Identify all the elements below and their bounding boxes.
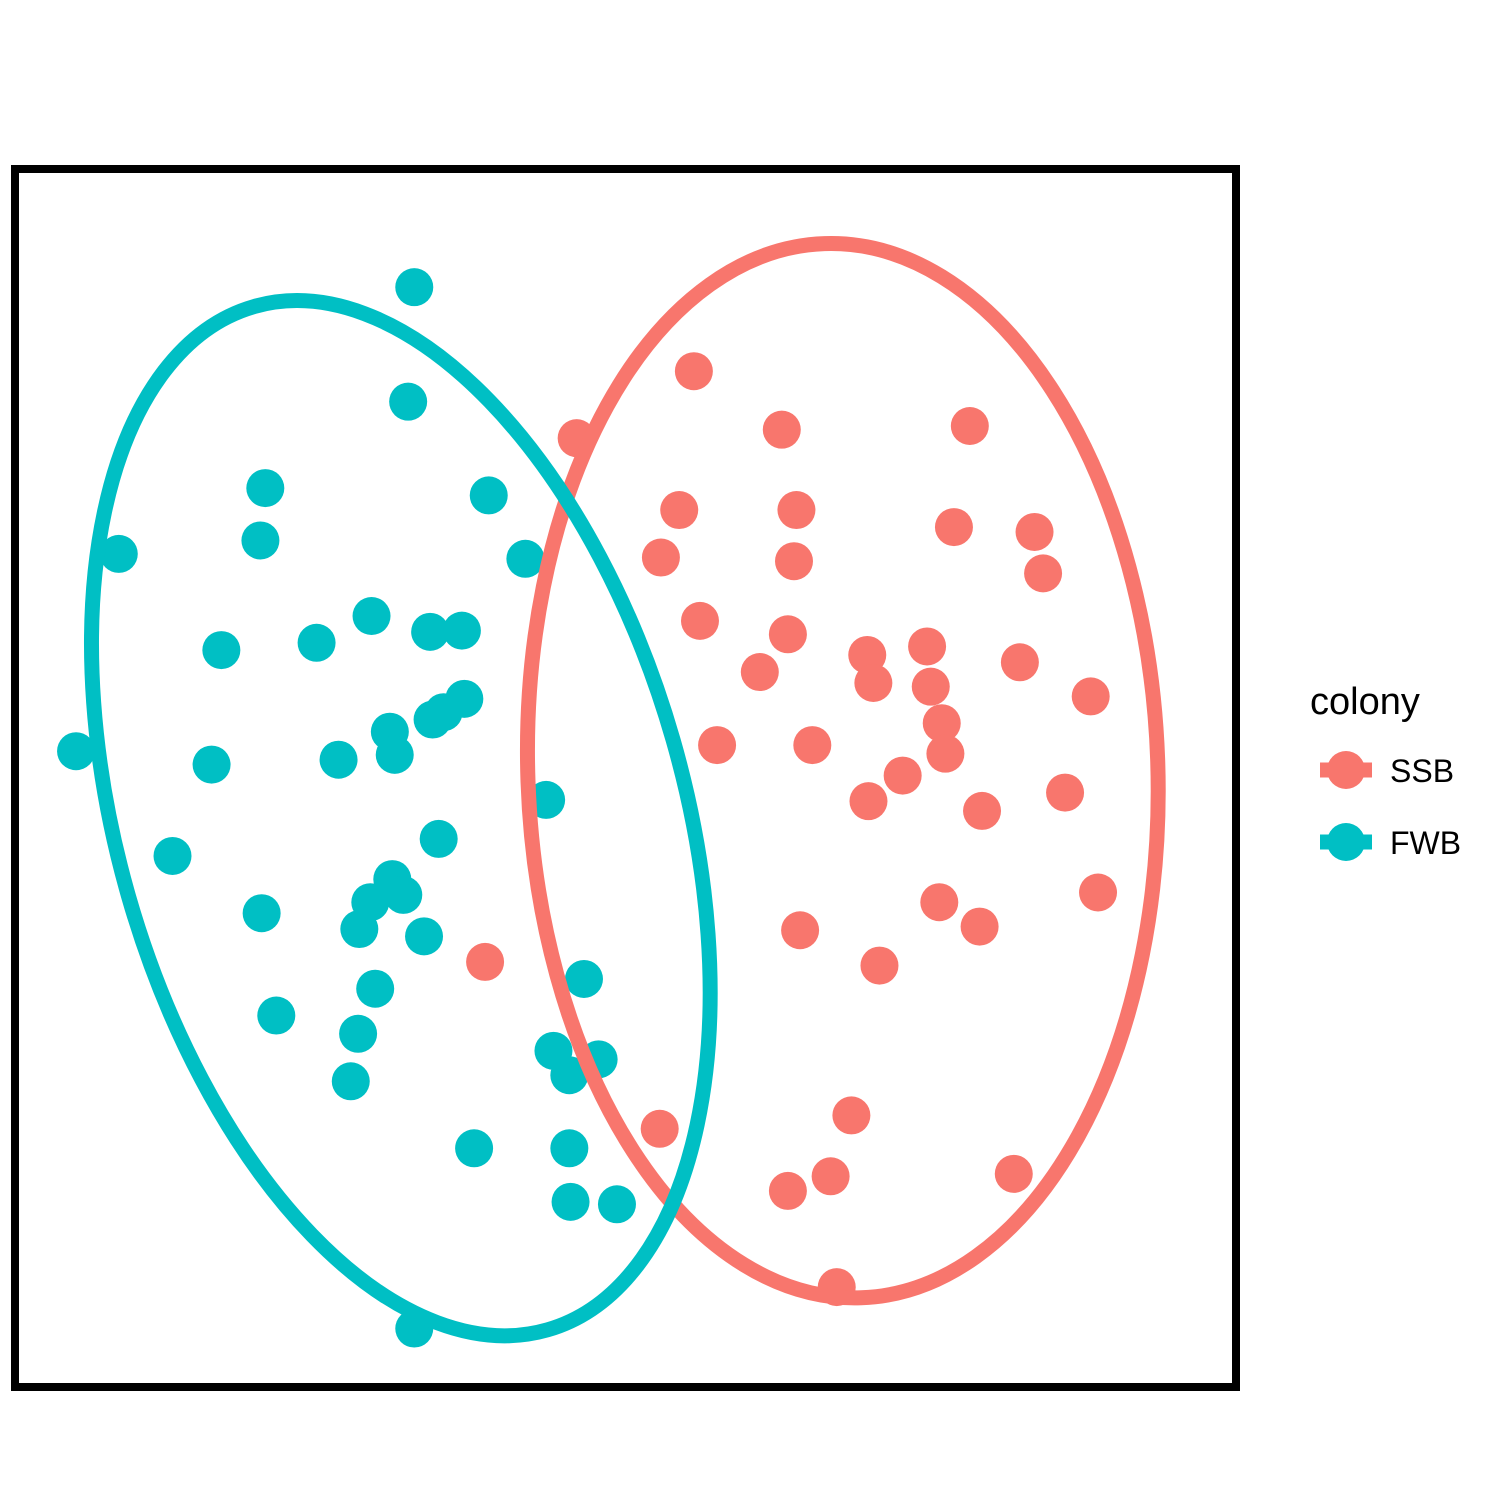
plot-panel-border xyxy=(11,165,1240,1391)
fwb-point-29 xyxy=(405,917,444,956)
ssb-point-20 xyxy=(1071,677,1110,716)
fwb-point-38 xyxy=(455,1129,494,1168)
ssb-point-11 xyxy=(1024,554,1063,593)
ssb-point-24 xyxy=(926,734,965,773)
fwb-point-36 xyxy=(550,1056,589,1095)
ssb-point-5 xyxy=(660,491,699,530)
fwb-confidence-ellipse xyxy=(84,293,718,1344)
fwb-point-2 xyxy=(389,382,428,421)
ssb-point-39 xyxy=(994,1154,1033,1193)
fwb-point-12 xyxy=(297,623,336,662)
fwb-point-10 xyxy=(442,611,481,650)
ssb-point-22 xyxy=(793,726,832,765)
ssb-point-30 xyxy=(1079,873,1118,912)
fwb-point-11 xyxy=(202,631,241,670)
legend-label-ssb: SSB xyxy=(1390,753,1454,789)
ssb-point-12 xyxy=(680,601,719,640)
fwb-point-1 xyxy=(395,268,434,307)
ssb-point-32 xyxy=(960,907,999,946)
ssb-point-36 xyxy=(640,1109,679,1148)
fwb-point-39 xyxy=(550,1129,589,1168)
ssb-point-31 xyxy=(781,911,820,950)
fwb-point-5 xyxy=(241,521,280,560)
ellipse-layer xyxy=(84,236,1166,1344)
ssb-confidence-ellipse xyxy=(519,236,1166,1306)
legend-key-point-fwb xyxy=(1327,823,1365,861)
ssb-point-2 xyxy=(674,352,713,391)
ssb-point-37 xyxy=(811,1157,850,1196)
fwb-point-19 xyxy=(192,745,231,784)
fwb-point-15 xyxy=(413,700,452,739)
fwb-point-22 xyxy=(419,819,458,858)
ssb-point-21 xyxy=(698,726,737,765)
fwb-point-41 xyxy=(597,1185,636,1224)
ssb-point-13 xyxy=(768,615,807,654)
fwb-point-40 xyxy=(551,1182,590,1221)
ssb-point-6 xyxy=(777,491,816,530)
fwb-point-28 xyxy=(340,910,379,949)
fwb-point-25 xyxy=(384,875,423,914)
ssb-point-23 xyxy=(922,704,961,743)
ssb-point-10 xyxy=(1015,512,1054,551)
fwb-point-27 xyxy=(242,894,281,933)
fwb-point-31 xyxy=(356,969,395,1008)
fwb-point-20 xyxy=(319,740,358,779)
ssb-point-27 xyxy=(963,791,1002,830)
ssb-point-8 xyxy=(774,542,813,581)
legend: colony SSB FWB xyxy=(1310,681,1461,861)
fwb-point-37 xyxy=(331,1062,370,1101)
fwb-point-8 xyxy=(352,597,391,636)
ssb-point-7 xyxy=(641,538,680,577)
fwb-point-23 xyxy=(153,836,192,875)
ssb-point-19 xyxy=(1000,643,1039,682)
ssb-point-33 xyxy=(860,946,899,985)
ssb-point-9 xyxy=(934,508,973,547)
ssb-point-14 xyxy=(740,653,779,692)
fwb-point-18 xyxy=(57,732,96,771)
fwb-point-3 xyxy=(246,469,285,508)
ssb-point-26 xyxy=(849,782,888,821)
fwb-point-32 xyxy=(257,996,296,1035)
fwb-point-4 xyxy=(469,476,508,515)
fwb-point-7 xyxy=(99,534,138,573)
fwb-point-9 xyxy=(411,612,450,651)
legend-label-fwb: FWB xyxy=(1390,825,1461,861)
fwb-point-30 xyxy=(564,959,603,998)
fwb-point-33 xyxy=(339,1014,378,1053)
legend-key-point-ssb xyxy=(1327,751,1365,789)
fwb-point-17 xyxy=(375,735,414,774)
ssb-point-29 xyxy=(920,883,959,922)
legend-keys xyxy=(1320,751,1372,861)
ssb-point-25 xyxy=(883,756,922,795)
ssb-point-16 xyxy=(908,627,947,666)
ssb-point-38 xyxy=(768,1171,807,1210)
fwb-point-6 xyxy=(506,539,545,578)
ssb-point-35 xyxy=(832,1096,871,1135)
ssb-point-34 xyxy=(466,942,505,981)
ssb-point-4 xyxy=(950,406,989,445)
ssb-point-17 xyxy=(854,663,893,702)
ssb-point-18 xyxy=(911,667,950,706)
points-layer xyxy=(57,268,1118,1348)
ssb-point-28 xyxy=(1046,773,1085,812)
ssb-point-3 xyxy=(762,410,801,449)
legend-title: colony xyxy=(1310,681,1420,723)
